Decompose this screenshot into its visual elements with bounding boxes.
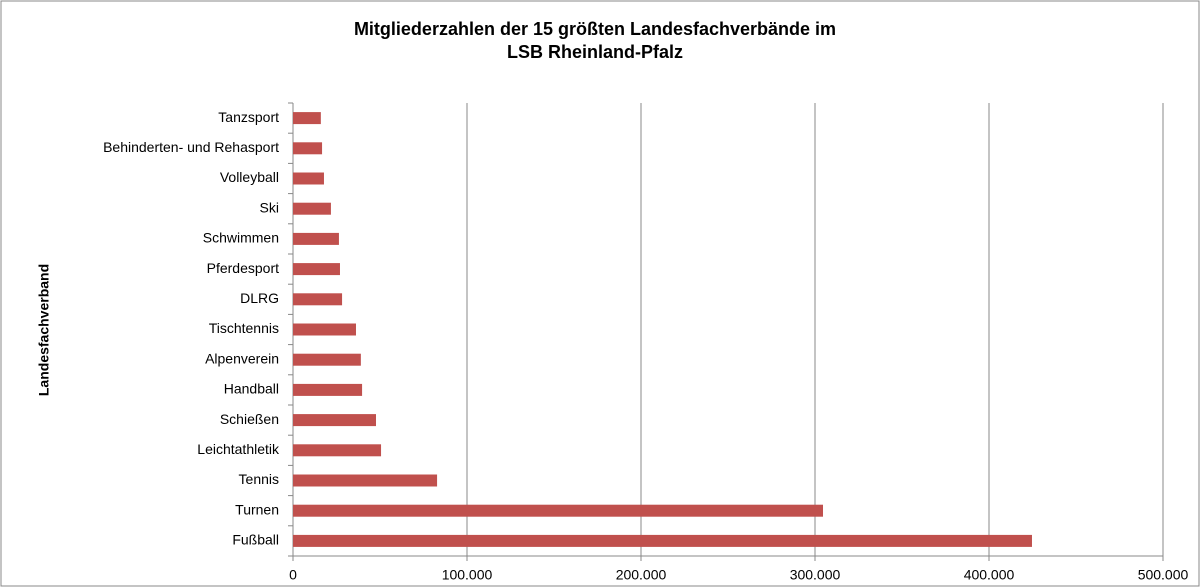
bar [293,112,321,125]
y-tick-label: Tanzsport [218,109,279,125]
y-tick-label: Tischtennis [209,320,279,336]
bar [293,263,340,276]
bar [293,414,376,427]
y-tick-label: Leichtathletik [197,441,280,457]
x-tick-label: 300.000 [790,567,841,583]
y-tick-label: Schwimmen [203,230,279,246]
x-tick-label: 500.000 [1138,567,1189,583]
bar [293,353,361,366]
bar [293,444,382,457]
bar [293,474,438,487]
y-tick-label: Schießen [220,411,279,427]
x-tick-label: 100.000 [442,567,493,583]
bar [293,232,339,245]
y-tick-label: Volleyball [220,169,279,185]
bar [293,504,824,517]
chart-title: Mitgliederzahlen der 15 größten Landesfa… [354,19,836,39]
bar [293,534,1032,547]
y-tick-label: Behinderten- und Rehasport [103,139,279,155]
y-tick-label: DLRG [240,290,279,306]
y-tick-label: Fußball [232,532,279,548]
x-tick-label: 200.000 [616,567,667,583]
y-tick-label: Ski [260,199,279,215]
bar [293,202,331,215]
x-tick-label: 0 [289,567,297,583]
y-tick-label: Turnen [235,501,279,517]
y-tick-label: Handball [224,381,279,397]
bar [293,142,323,155]
y-tick-label: Pferdesport [207,260,279,276]
chart-title: LSB Rheinland-Pfalz [507,42,683,62]
bar [293,172,324,185]
y-tick-label: Tennis [239,471,279,487]
y-axis-label: Landesfachverband [36,264,52,396]
y-tick-label: Alpenverein [205,350,279,366]
bar [293,383,363,396]
x-tick-label: 400.000 [964,567,1015,583]
bar [293,293,343,306]
bar [293,323,356,336]
